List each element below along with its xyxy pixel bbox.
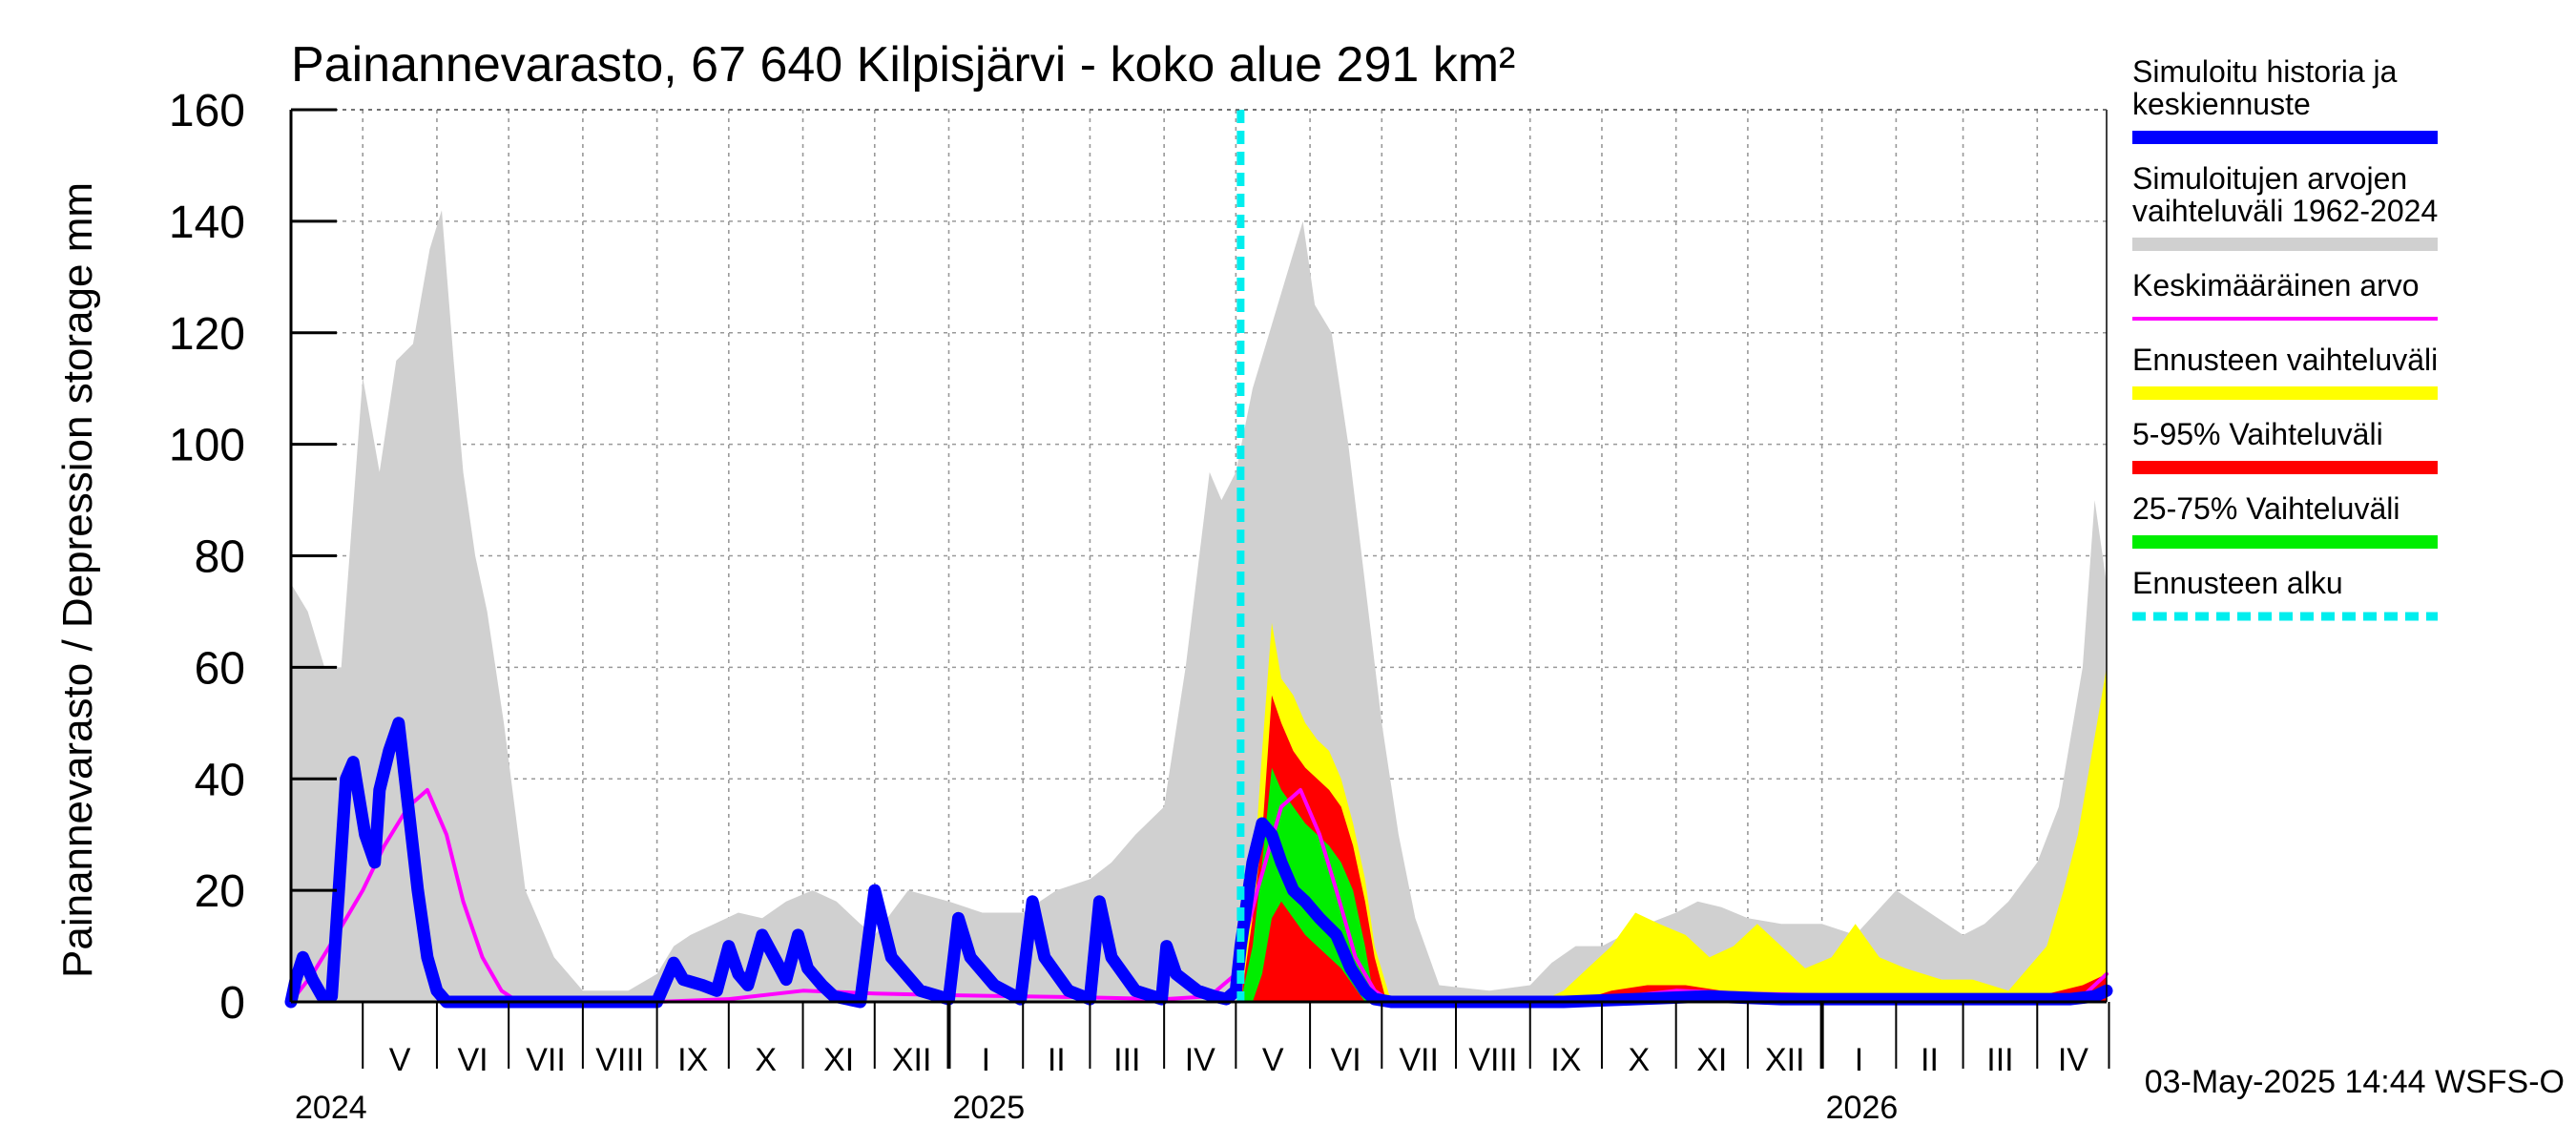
chart-title: Painannevarasto, 67 640 Kilpisjärvi - ko… — [291, 37, 1515, 93]
month-label: XII — [892, 1042, 932, 1078]
month-label: I — [982, 1042, 990, 1078]
year-label: 2024 — [295, 1090, 367, 1126]
legend-label: Simuloitujen arvojen — [2132, 161, 2407, 196]
month-label: III — [1986, 1042, 2013, 1078]
month-label: X — [1628, 1042, 1650, 1078]
legend-label: keskiennuste — [2132, 87, 2311, 121]
y-tick-label: 0 — [219, 978, 245, 1029]
y-tick-label: 80 — [195, 532, 245, 583]
month-label: III — [1113, 1042, 1140, 1078]
month-label: XI — [1696, 1042, 1727, 1078]
month-label: VII — [1399, 1042, 1439, 1078]
month-label: II — [1921, 1042, 1939, 1078]
y-tick-label: 160 — [169, 86, 245, 136]
month-label: IV — [1185, 1042, 1215, 1078]
year-label: 2025 — [952, 1090, 1025, 1126]
month-label: VI — [457, 1042, 488, 1078]
series-lines — [284, 717, 2113, 1009]
band-ff0000 — [1240, 695, 2107, 1002]
year-label: 2026 — [1826, 1090, 1899, 1126]
legend-label: 5-95% Vaihteluväli — [2132, 417, 2383, 451]
legend-label: Ennusteen vaihteluväli — [2132, 343, 2438, 377]
legend-label: Ennusteen alku — [2132, 566, 2343, 600]
y-tick-label: 100 — [169, 421, 245, 471]
month-label: IX — [677, 1042, 708, 1078]
month-label: VIII — [595, 1042, 644, 1078]
y-tick-label: 60 — [195, 643, 245, 694]
month-label: XII — [1765, 1042, 1805, 1078]
month-label: V — [389, 1042, 411, 1078]
range-bands — [291, 210, 2107, 1002]
month-label: XI — [823, 1042, 854, 1078]
band-d0d0d0 — [291, 210, 2107, 1002]
month-label: IV — [2058, 1042, 2088, 1078]
y-tick-label: 20 — [195, 866, 245, 917]
month-label: X — [755, 1042, 777, 1078]
legend-label: Simuloitu historia ja — [2132, 54, 2398, 89]
month-label: II — [1048, 1042, 1066, 1078]
y-axis-label: Painannevarasto / Depression storage mm — [54, 182, 101, 978]
month-label: VII — [526, 1042, 566, 1078]
month-label: VI — [1331, 1042, 1361, 1078]
footer-text: 03-May-2025 14:44 WSFS-O — [2145, 1064, 2565, 1100]
month-label: IX — [1550, 1042, 1581, 1078]
legend-label: Keskimääräinen arvo — [2132, 268, 2420, 302]
legend-label: vaihteluväli 1962-2024 — [2132, 194, 2438, 228]
month-label: VIII — [1468, 1042, 1517, 1078]
history-line — [284, 717, 2113, 1009]
y-tick-label: 40 — [195, 755, 245, 805]
y-tick-label: 140 — [169, 198, 245, 248]
legend-label: 25-75% Vaihteluväli — [2132, 491, 2399, 526]
y-tick-label: 120 — [169, 309, 245, 360]
month-label: I — [1855, 1042, 1863, 1078]
month-label: V — [1262, 1042, 1284, 1078]
